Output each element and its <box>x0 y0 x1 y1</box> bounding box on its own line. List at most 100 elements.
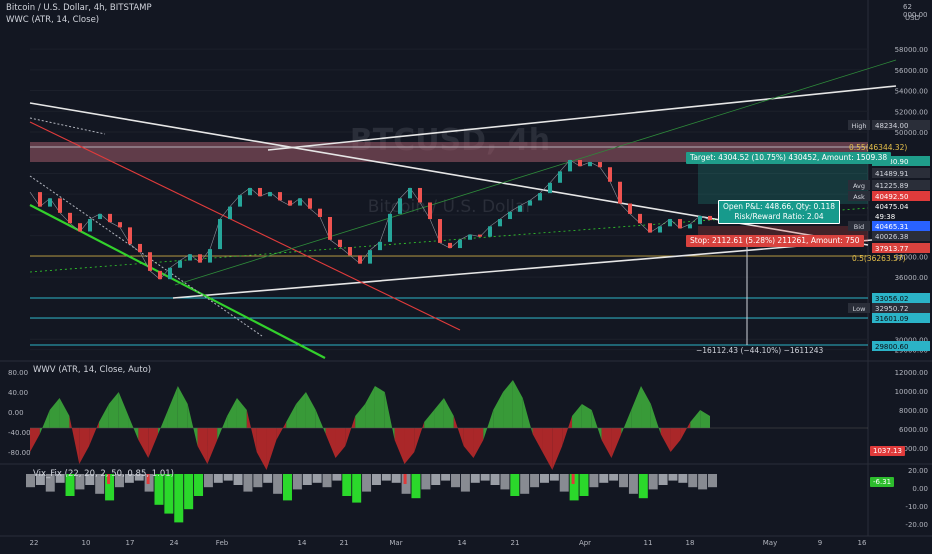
price-tag-label: 41225.89 <box>875 182 908 190</box>
price-tag-label: 40465.31 <box>875 223 908 231</box>
wwv-area-segment <box>187 404 198 446</box>
price-tag <box>872 211 930 221</box>
price-candle <box>428 202 432 220</box>
price-candle <box>458 239 462 249</box>
price-tag-name: High <box>852 122 867 130</box>
vixfix-bar <box>371 474 381 485</box>
dotted-gray-line <box>29 117 106 135</box>
vixfix-right-tick: 0.00 <box>912 485 928 493</box>
price-candle <box>508 211 512 220</box>
price-candle <box>688 224 692 229</box>
y-tick-label: 30000.00 <box>895 336 928 344</box>
vixfix-bar <box>154 474 164 505</box>
wwv-area-segment <box>365 386 375 428</box>
price-candle <box>698 215 702 225</box>
x-tick-label: 16 <box>858 539 867 547</box>
wwv-area-segment <box>266 428 277 470</box>
price-path <box>29 159 711 280</box>
wwv-title[interactable]: WWV (ATR, 14, Close, Auto) <box>33 365 152 375</box>
x-tick-label: 14 <box>458 539 467 547</box>
x-tick-label: 24 <box>170 539 179 547</box>
top-price-label: 62 000.00 <box>903 3 928 19</box>
vixfix-bar <box>480 474 490 481</box>
wwv-area-segment <box>394 428 405 464</box>
x-tick-label: 17 <box>126 539 135 547</box>
wwv-right-tick: 12000.00 <box>895 369 928 377</box>
vixfix-bar <box>549 474 559 481</box>
vixfix-bar <box>500 474 510 490</box>
price-tag-name: Ask <box>853 193 865 201</box>
y-tick-label: 56000.00 <box>895 67 928 75</box>
vixfix-bar <box>599 474 609 483</box>
vixfix-bar <box>490 474 500 485</box>
price-tag <box>872 341 930 351</box>
price-candle <box>498 219 502 227</box>
wwv-area-segment <box>443 398 454 428</box>
wwv-area-segment <box>79 428 90 464</box>
price-tag-label: 33056.02 <box>875 295 908 303</box>
vixfix-bar <box>292 474 302 490</box>
vixfix-bar <box>322 474 332 488</box>
price-candle <box>358 255 362 264</box>
wwv-area-segment <box>591 410 602 440</box>
vixfix-bar <box>460 474 470 492</box>
price-candle <box>588 162 592 167</box>
vixfix-bar <box>579 474 589 496</box>
price-tag-label: 49:38 <box>875 213 895 221</box>
vixfix-bar <box>411 474 421 499</box>
vixfix-bar <box>253 474 263 488</box>
wwv-area-segment <box>39 410 50 434</box>
price-tag <box>872 168 930 178</box>
wwv-area-segment <box>463 428 474 458</box>
wwv-area-segment <box>148 428 159 458</box>
wwv-area-segment <box>167 386 178 428</box>
price-candle <box>258 187 262 197</box>
price-candle <box>638 213 642 224</box>
price-candle <box>128 227 132 244</box>
wwv-last-value: 1037.13 <box>870 446 905 456</box>
price-candle <box>68 212 72 224</box>
vixfix-bar <box>658 474 668 485</box>
fib-lower-label: 0.5(36263.57) <box>852 254 906 263</box>
x-tick-label: 22 <box>30 539 39 547</box>
wwv-right-tick: 4000.00 <box>899 445 928 453</box>
vixfix-bar <box>332 474 342 481</box>
wwv-left-tick: 80.00 <box>8 369 28 377</box>
price-tag-name: Avg <box>853 182 865 190</box>
vixfix-bar <box>391 474 401 483</box>
vixfix-title[interactable]: Vix_Fix (22, 20, 2, 50, 0.85, 1.01) <box>33 469 174 479</box>
trend-line-upper-channel <box>267 85 897 151</box>
wwv-area-segment <box>641 386 651 428</box>
vixfix-bar <box>451 474 461 488</box>
vixfix-bar <box>233 474 243 485</box>
price-tag-label: 44330.90 <box>875 158 908 166</box>
y-tick-label: 38000.00 <box>895 253 928 261</box>
vixfix-bar <box>539 474 549 483</box>
price-candle <box>448 242 452 249</box>
wwv-area-segment <box>503 380 513 428</box>
price-tag-label: 41489.91 <box>875 170 908 178</box>
price-candle <box>78 223 82 232</box>
target-zone <box>698 162 868 204</box>
vixfix-last-value: -6.31 <box>870 477 895 487</box>
y-tick-label: 58000.00 <box>895 46 928 54</box>
vixfix-bar <box>85 474 95 485</box>
vixfix-bar <box>134 474 144 481</box>
price-candle <box>338 239 342 248</box>
wwv-area-segment <box>98 404 109 428</box>
currency-label[interactable]: USD <box>905 14 920 22</box>
price-candle <box>618 181 622 204</box>
symbol-title[interactable]: Bitcoin / U.S. Dollar, 4h, BITSTAMP <box>6 3 152 13</box>
wwv-area-segment <box>473 428 484 458</box>
price-candle <box>608 167 612 182</box>
price-tag <box>872 231 930 241</box>
vixfix-right-tick: -10.00 <box>905 503 928 511</box>
price-candle <box>438 219 442 243</box>
vixfix-bar <box>678 474 688 483</box>
wwv-area-segment <box>542 428 553 470</box>
x-tick-label: 18 <box>686 539 695 547</box>
indicator-title[interactable]: WWC (ATR, 14, Close) <box>6 15 100 25</box>
wwv-area-segment <box>177 386 188 428</box>
